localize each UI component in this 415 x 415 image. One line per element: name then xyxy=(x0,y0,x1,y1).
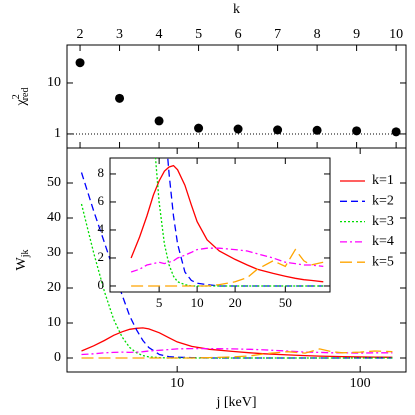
point xyxy=(273,125,283,135)
y-tick-label: 40 xyxy=(47,210,61,225)
x-axis-label: j [keV] xyxy=(215,395,256,410)
x-tick-label: 7 xyxy=(274,27,281,42)
y-tick-label: 50 xyxy=(47,175,61,190)
legend-label: k=3 xyxy=(372,214,394,229)
legend-label: k=5 xyxy=(372,254,394,269)
x-tick-label: 8 xyxy=(314,27,321,42)
series-line xyxy=(81,347,393,356)
series-line xyxy=(131,248,324,287)
x-tick-label: 4 xyxy=(156,27,163,42)
y-tick-label: 1 xyxy=(54,126,61,141)
y-tick-label: 8 xyxy=(98,165,105,180)
y-tick-label: 0 xyxy=(98,277,105,292)
point xyxy=(194,123,204,133)
point xyxy=(312,125,322,135)
y-axis-label: Wjk xyxy=(14,250,31,271)
y-tick-label: 2 xyxy=(98,249,105,264)
legend-label: k=1 xyxy=(372,173,394,188)
y-axis-label-sub: jk xyxy=(20,250,31,259)
y-tick-label: 10 xyxy=(47,75,61,90)
y-tick-label: 10 xyxy=(47,315,61,330)
x-tick-label: 20 xyxy=(229,295,242,310)
plot-frame xyxy=(109,157,331,293)
y-tick-label: 30 xyxy=(47,245,61,260)
y-tick-label: 0 xyxy=(54,350,61,365)
inset: 0 2 4 6 8 5 10 20 50 xyxy=(98,157,331,310)
x-tick-label: 10 xyxy=(170,376,184,391)
series-line xyxy=(167,158,324,287)
y-axis-label: χ2red xyxy=(11,88,31,107)
series-line xyxy=(81,348,393,359)
y-tick-label: 4 xyxy=(98,221,105,236)
x-tick-label: 100 xyxy=(350,376,371,391)
x-tick-label: 50 xyxy=(279,295,292,310)
x-tick-label: 5 xyxy=(156,295,163,310)
x-tick-label: 3 xyxy=(116,27,123,42)
y-axis-label-sup: 2 xyxy=(11,94,22,99)
y-axis-label-sub: red xyxy=(20,88,31,101)
y-tick-label: 6 xyxy=(98,193,105,208)
point xyxy=(391,127,401,137)
x-tick-label: 6 xyxy=(235,27,242,42)
x-tick-label: 10 xyxy=(191,295,204,310)
point xyxy=(115,93,125,103)
series-line xyxy=(130,247,324,273)
y-tick-label: 20 xyxy=(47,280,61,295)
legend-label: k=2 xyxy=(372,194,394,209)
point xyxy=(154,116,164,126)
x-tick-label: 10 xyxy=(389,27,403,42)
x-tick-label: 9 xyxy=(353,27,360,42)
point xyxy=(352,126,362,136)
point xyxy=(75,58,85,68)
series-line xyxy=(81,327,393,358)
x-tick-label: 5 xyxy=(195,27,202,42)
point xyxy=(233,124,243,134)
legend-label: k=4 xyxy=(372,234,394,249)
y-axis-label-main: χ xyxy=(14,99,29,107)
x-axis-label: k xyxy=(233,2,240,17)
series-line xyxy=(154,158,324,287)
y-axis-label-main: W xyxy=(14,257,29,271)
x-tick-label: 2 xyxy=(77,27,84,42)
